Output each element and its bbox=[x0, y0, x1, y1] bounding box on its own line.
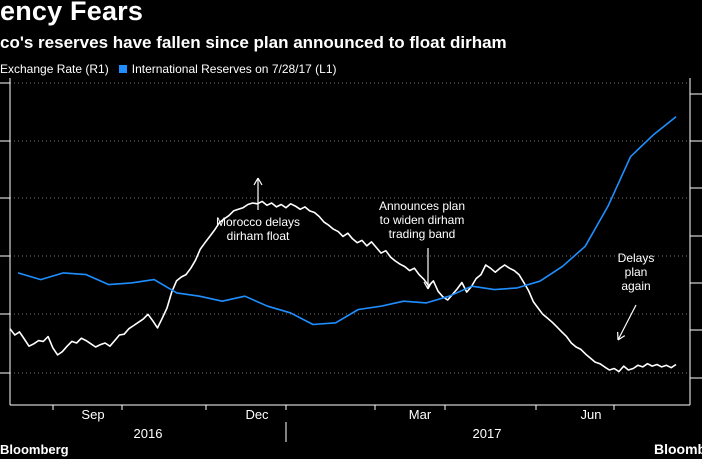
year-label: 2017 bbox=[473, 426, 502, 441]
annotation-arrowhead bbox=[427, 281, 433, 290]
annotation-text: to widen dirham bbox=[380, 213, 465, 227]
annotation-text: dirham float bbox=[227, 229, 290, 243]
series-line-reserves bbox=[17, 116, 677, 326]
annotation-arrowhead bbox=[257, 177, 263, 186]
bloomberg-logo-left: Bloomberg bbox=[0, 442, 69, 457]
legend-item-exchange-rate: Exchange Rate (R1) bbox=[0, 62, 109, 76]
chart-title: ency Fears bbox=[0, 0, 144, 26]
series-line-exchange-rate bbox=[9, 200, 677, 373]
annotation-arrowhead bbox=[423, 281, 429, 290]
legend-swatch-reserves bbox=[118, 65, 127, 73]
gridlines bbox=[10, 82, 690, 374]
annotation-text: Morocco delays bbox=[216, 215, 300, 229]
annotation-text: trading band bbox=[389, 227, 456, 241]
x-tick-label: Dec bbox=[245, 407, 269, 422]
legend-item-reserves: International Reserves on 7/28/17 (L1) bbox=[118, 62, 337, 76]
axes: Sep Dec Mar Jun 2016 2017 bbox=[0, 78, 702, 442]
annotation-text: again bbox=[621, 279, 650, 293]
series-lines bbox=[9, 116, 677, 373]
legend: Exchange Rate (R1) International Reserve… bbox=[0, 62, 347, 76]
annotation-arrowhead bbox=[617, 335, 626, 341]
x-tick-label: Sep bbox=[81, 407, 104, 422]
legend-label-exchange-rate: Exchange Rate (R1) bbox=[0, 62, 109, 76]
annotation-text: plan bbox=[625, 265, 648, 279]
chart-subtitle: co's reserves have fallen since plan ann… bbox=[0, 33, 507, 52]
annotation-arrow bbox=[617, 304, 637, 341]
annotation-text: Delays bbox=[618, 251, 655, 265]
bloomberg-logo-right: Bloomberg bbox=[654, 441, 702, 457]
x-tick-label: Jun bbox=[581, 407, 602, 422]
x-tick-label: Mar bbox=[409, 407, 432, 422]
annotation-text: Announces plan bbox=[379, 199, 465, 213]
year-label: 2016 bbox=[134, 426, 163, 441]
legend-label-reserves: International Reserves on 7/28/17 (L1) bbox=[131, 62, 337, 76]
annotation-arrowhead bbox=[253, 177, 259, 186]
